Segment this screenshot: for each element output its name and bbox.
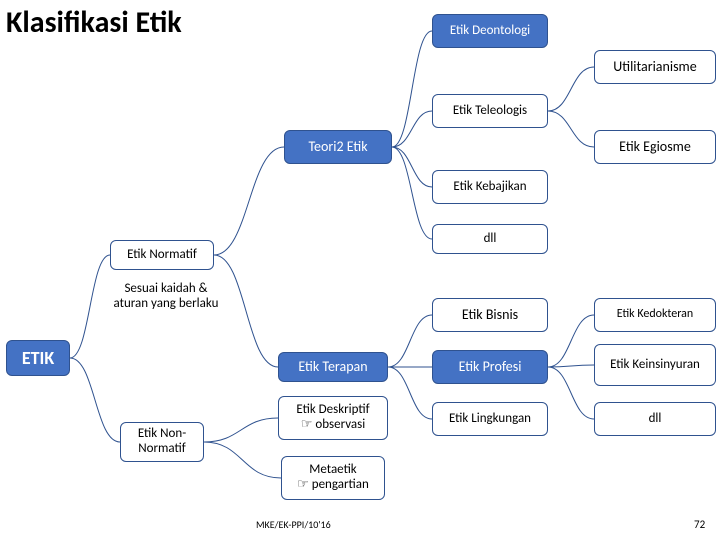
edge-nonnormatif-metaetik [204,442,281,478]
footer-code: MKE/EK-PPI/10'16 [256,518,331,531]
node-etik-egoisme: Etik Egiosme [594,130,716,164]
page-number: 72 [694,518,705,531]
node-dll-2: dll [594,402,716,436]
edge-teori2-kebajikan [392,147,432,187]
edge-profesi-keinsinyuran [548,365,594,367]
node-etik-deontologi: Etik Deontologi [432,14,548,48]
edge-teleologis-utilitarian [548,67,594,111]
edge-nonnormatif-deskriptif [204,418,278,442]
edge-profesi-dll2 [548,367,594,419]
edge-profesi-kedokteran [548,315,594,367]
node-etik-kebajikan: Etik Kebajikan [432,170,548,204]
node-etik-terapan: Etik Terapan [278,352,388,382]
node-utilitarianisme: Utilitarianisme [594,50,716,84]
node-metaetik-sub: ☞ pengartian [297,478,369,493]
node-etik-keinsinyuran: Etik Keinsinyuran [594,344,716,386]
node-etik-normatif: Etik Normatif [110,240,214,270]
edge-teori2-dll1 [392,147,432,239]
node-etik-bisnis: Etik Bisnis [432,298,548,332]
edge-etik-nonnormatif [70,358,120,442]
node-dll-1: dll [432,224,548,254]
node-etik-profesi: Etik Profesi [432,350,548,384]
node-etik-non-normatif: Etik Non-Normatif [120,422,204,462]
node-etik: ETIK [6,340,70,376]
edge-teori2-teleologis [392,111,432,147]
caption-sesuai-kaidah: Sesuai kaidah & aturan yang berlaku [110,282,222,312]
node-etik-deskriptif: Etik Deskriptif☞ observasi [278,396,388,440]
slide-title: Klasifikasi Etik [6,4,182,41]
edge-terapan-lingkungan [388,367,432,419]
node-metaetik: Metaetik☞ pengartian [281,456,385,500]
edge-etik-normatif [70,255,110,358]
edge-teleologis-egoisme [548,111,594,147]
node-etik-deskriptif-sub: ☞ observasi [296,418,369,433]
node-etik-deskriptif-label: Etik Deskriptif [296,402,369,417]
node-etik-teleologis: Etik Teleologis [432,94,548,128]
edge-teori2-deontologi [392,31,432,147]
node-teori2-etik: Teori2 Etik [284,130,392,164]
node-etik-kedokteran: Etik Kedokteran [594,298,716,332]
edge-normatif-terapan [214,255,278,367]
node-etik-lingkungan: Etik Lingkungan [432,402,548,436]
edge-normatif-teori2 [214,147,284,255]
node-metaetik-label: Metaetik [309,462,357,477]
edge-terapan-bisnis [388,315,432,367]
